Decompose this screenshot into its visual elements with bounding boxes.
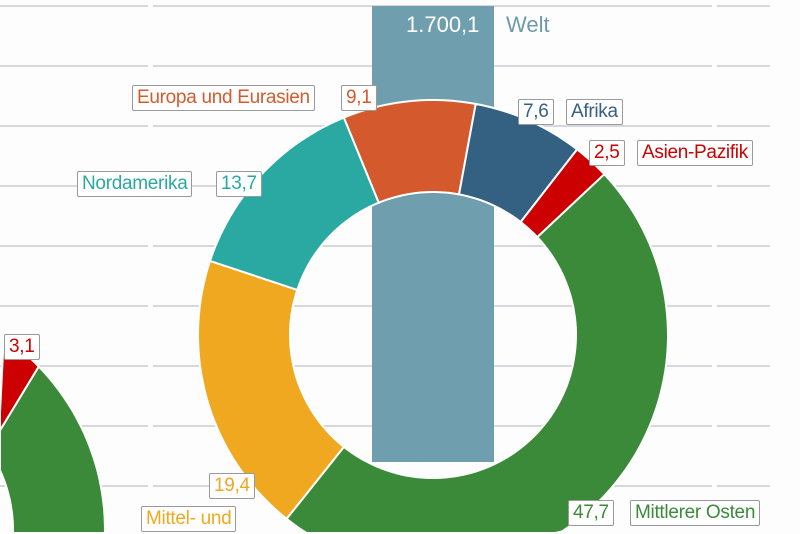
label-europa-value: 9,1 [341, 85, 377, 111]
label-asien-name: Asien-Pazifik [637, 140, 753, 166]
label-europa-name: Europa und Eurasien [132, 85, 315, 111]
label-asien-value: 2,5 [589, 140, 625, 166]
left-donut-slice-mittlerer-osten [0, 364, 107, 534]
label-nordamerika-value: 13,7 [216, 171, 262, 197]
label-left-asien-value: 3,1 [4, 334, 40, 360]
label-mittel-name: Mittel- und [141, 506, 237, 532]
world-total-bar [372, 6, 494, 462]
label-afrika-value: 7,6 [518, 99, 554, 125]
label-mittlerer-osten-value: 47,7 [568, 500, 614, 526]
label-afrika-name: Afrika [566, 99, 623, 125]
world-total-value: 1.700,1 [406, 12, 480, 37]
world-total-label: Welt [506, 12, 550, 37]
label-mittlerer-osten-name: Mittlerer Osten [630, 500, 761, 526]
label-mittel-value: 19,4 [209, 473, 255, 499]
label-nordamerika-name: Nordamerika [77, 171, 193, 197]
donut-slice-5 [208, 116, 381, 292]
